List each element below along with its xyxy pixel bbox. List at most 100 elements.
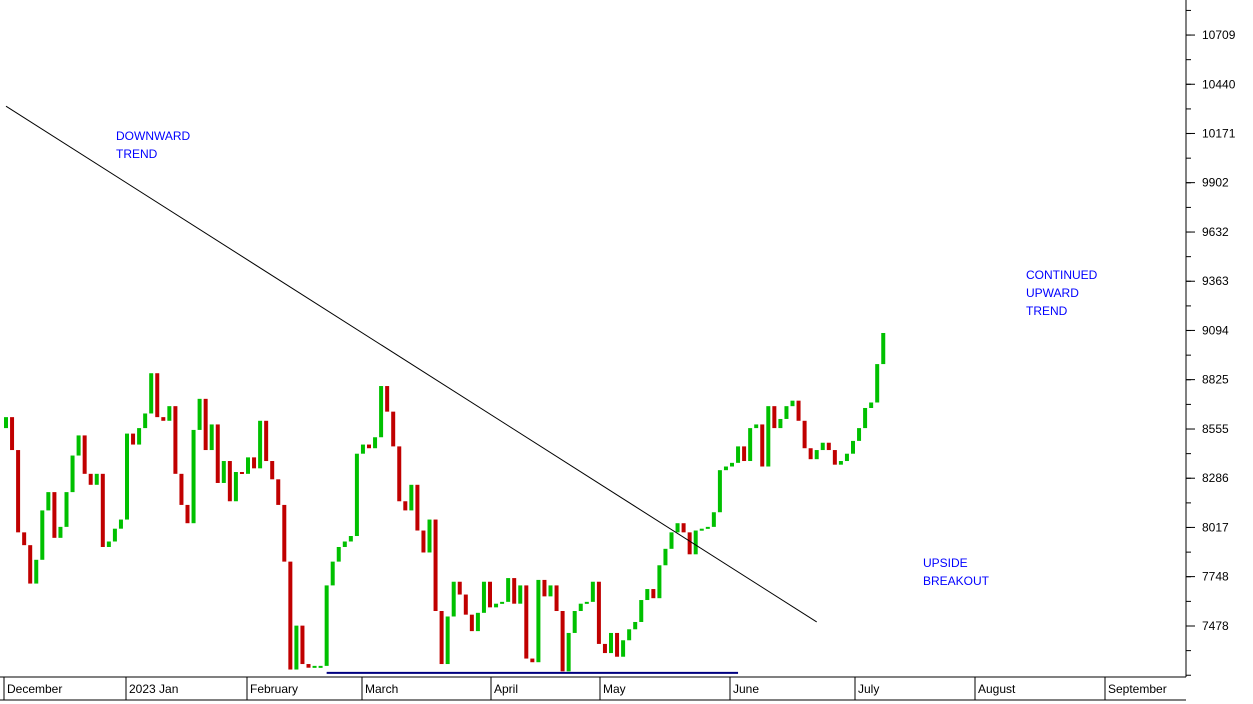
candle-up [409,484,414,511]
candle-down [760,424,765,467]
candle-down [397,446,402,502]
candle-down [463,594,468,615]
candle-up [342,541,347,547]
candle-up [427,519,432,553]
candle-up [191,429,196,524]
x-tick-label: August [978,682,1016,696]
candle-down [179,473,184,505]
y-tick-label: 10709 [1202,28,1236,42]
candle-down [10,417,15,451]
candle-up [481,581,486,613]
y-tick-label: 9094 [1202,323,1229,337]
candle-up [318,665,323,668]
candle-down [796,400,801,421]
candle-up [167,406,172,421]
candle-down [367,444,371,449]
x-tick-label: June [733,682,759,696]
x-tick-label: February [250,682,298,696]
annotation-upside-breakout: UPSIDE BREAKOUT [923,556,990,588]
candle-down [687,532,692,555]
candle-up [506,578,511,602]
candle-down [203,398,208,451]
candle-up [106,541,111,547]
y-tick-label: 10440 [1202,77,1236,91]
candle-up [536,579,541,663]
candle-up [354,453,359,537]
candle-up [76,435,81,456]
candle-down [512,578,517,604]
x-tick-label: April [494,682,518,696]
candle-down [457,581,462,595]
candle-down [173,406,178,474]
candle-up [445,616,450,665]
x-axis: December 2023 Jan February March April May Jun… [3,677,1167,700]
candle-down [155,373,160,418]
annotation-line: UPSIDE [923,556,968,570]
candle-up [451,581,456,617]
y-tick-label: 10171 [1202,126,1236,140]
y-axis: 7478 7748 8017 8286 8555 8825 9094 9363 9632 9902… [1186,9,1236,676]
candle-up [675,523,680,533]
y-tick-label: 7478 [1202,619,1229,633]
candle-up [875,364,880,403]
y-tick-label: 7748 [1202,570,1229,584]
candle-down [385,386,390,412]
candle-up [869,402,874,408]
y-tick-label: 8555 [1202,422,1229,436]
candle-up [621,640,626,657]
candle-up [851,440,855,454]
candle-up [46,492,51,511]
candle-down [742,446,747,462]
candle-up [548,585,553,597]
candle-up [4,417,8,429]
x-tick-label: May [603,682,626,696]
candle-up [149,373,154,414]
x-tick-label: March [365,682,398,696]
candle-down [215,424,220,483]
candle-down [439,611,444,665]
candle-up [766,406,771,467]
candle-up [657,565,662,599]
candle-down [403,501,408,511]
candle-down [832,450,837,465]
candle-down [276,479,281,505]
candle-up [373,437,378,449]
candle-up [70,455,75,493]
candle-down [651,589,656,599]
annotation-line: BREAKOUT [923,574,990,588]
candle-down [602,643,607,654]
candle-up [669,532,674,549]
candle-up [360,444,365,454]
candle-up [258,420,263,469]
candle-down [252,457,257,469]
candle-up [294,625,299,670]
candle-up [125,433,129,520]
candle-up [857,428,862,441]
candle-up [475,612,480,632]
candle-up [246,457,250,474]
candle-up [40,510,45,560]
y-tick-label: 8825 [1202,373,1229,387]
y-tick-label: 8017 [1202,520,1229,534]
candle-up [34,559,39,584]
candle-down [185,504,190,524]
candle-up [379,386,384,438]
candle-up [844,453,849,462]
candle-down [82,435,87,474]
candle-down [554,585,559,612]
candle-up [58,526,63,538]
candle-down [270,461,275,480]
candle-down [239,472,244,474]
annotation-line: CONTINUED [1026,268,1098,282]
candle-up [143,413,148,429]
candle-down [227,461,232,502]
candle-up [348,536,353,542]
candle-up [663,548,668,566]
candle-down [391,411,396,447]
candle-down [560,611,565,672]
candle-up [312,665,317,668]
candle-up [784,406,789,419]
candle-up [881,332,886,365]
